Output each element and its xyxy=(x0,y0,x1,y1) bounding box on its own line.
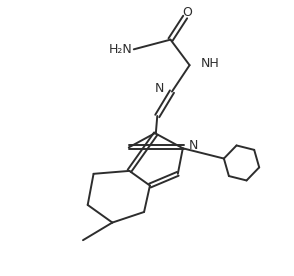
Text: H₂N: H₂N xyxy=(108,43,132,56)
Text: NH: NH xyxy=(201,57,220,70)
Text: O: O xyxy=(183,6,193,18)
Text: N: N xyxy=(189,139,198,152)
Text: N: N xyxy=(154,82,164,95)
